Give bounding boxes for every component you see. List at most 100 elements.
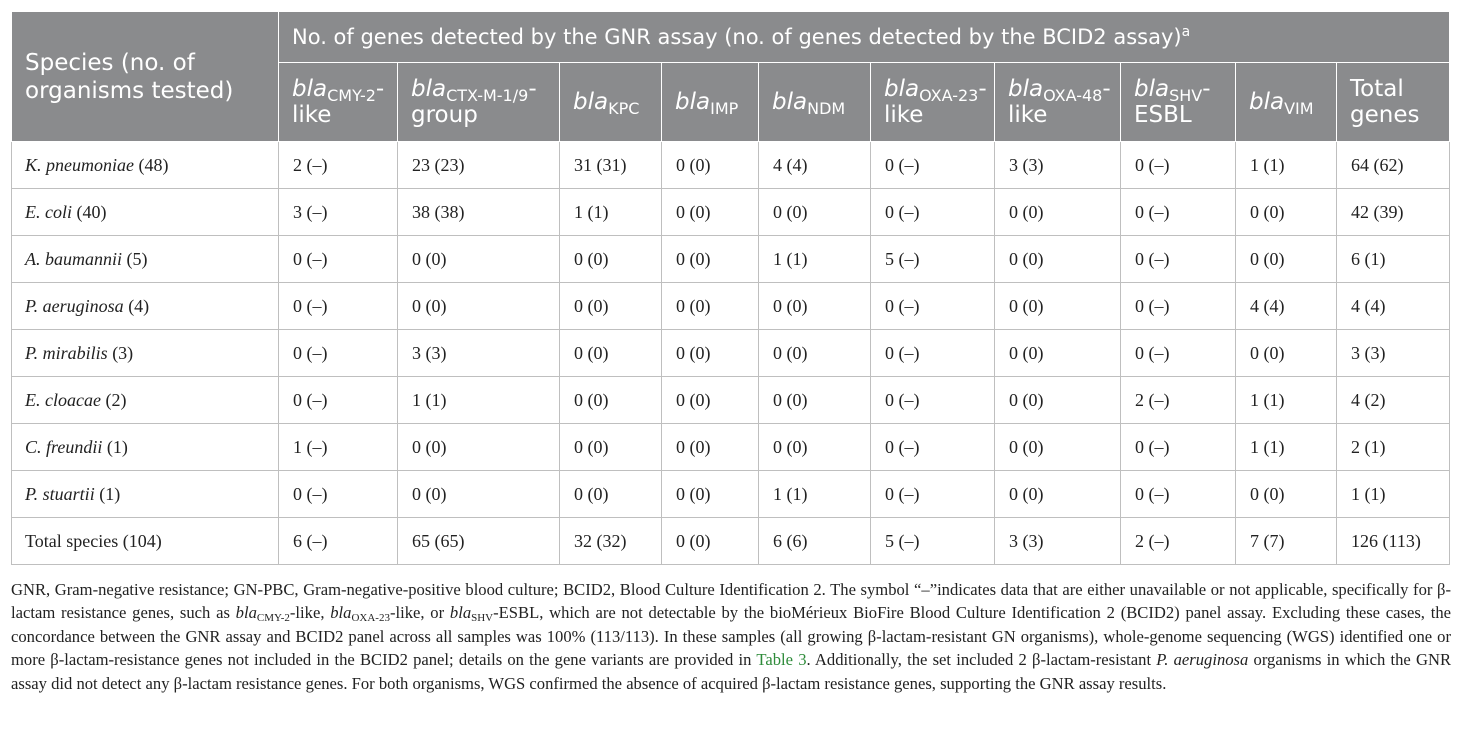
table-cell: 0 (0) bbox=[661, 329, 759, 377]
table-cell: 0 (0) bbox=[661, 141, 759, 189]
table-row-total: Total species (104) 6 (–) 65 (65) 32 (32… bbox=[11, 517, 1451, 565]
table-row: P. mirabilis (3) 0 (–) 3 (3) 0 (0) 0 (0)… bbox=[11, 329, 1451, 377]
table-cell: 0 (–) bbox=[870, 423, 995, 471]
table-cell: 0 (–) bbox=[1120, 235, 1236, 283]
table-cell: 0 (–) bbox=[1120, 329, 1236, 377]
table-cell: 126 (113) bbox=[1335, 517, 1451, 565]
col-header-ndm: blaNDM bbox=[758, 62, 871, 142]
table-cell: 0 (0) bbox=[559, 470, 662, 518]
table-cell: 0 (0) bbox=[559, 376, 662, 424]
table-cell: 0 (0) bbox=[994, 376, 1121, 424]
table-cell: 0 (–) bbox=[1120, 423, 1236, 471]
table-cell: 6 (1) bbox=[1335, 235, 1451, 283]
table-cell: 0 (–) bbox=[278, 282, 398, 330]
table-cell: 38 (38) bbox=[397, 188, 560, 236]
table-cell: 0 (–) bbox=[870, 376, 995, 424]
table-row: P. stuartii (1) 0 (–) 0 (0) 0 (0) 0 (0) … bbox=[11, 470, 1451, 518]
table-row: K. pneumoniae (48) 2 (–) 23 (23) 31 (31)… bbox=[11, 141, 1451, 189]
table-cell: 4 (4) bbox=[758, 141, 871, 189]
col-header-oxa23: blaOXA-23-like bbox=[870, 62, 995, 142]
table-cell: 1 (1) bbox=[758, 470, 871, 518]
table-cell: 0 (0) bbox=[758, 282, 871, 330]
table-cell: 0 (–) bbox=[870, 282, 995, 330]
species-cell: P. stuartii (1) bbox=[11, 470, 279, 518]
table-cell: 0 (0) bbox=[1235, 470, 1337, 518]
table-footnote: GNR, Gram-negative resistance; GN-PBC, G… bbox=[11, 580, 1452, 693]
table-cell: 1 (1) bbox=[1235, 423, 1337, 471]
species-cell: P. aeruginosa (4) bbox=[11, 282, 279, 330]
table-cell: 0 (0) bbox=[559, 329, 662, 377]
table-cell: 0 (–) bbox=[1120, 141, 1236, 189]
table-cell: 4 (2) bbox=[1335, 376, 1451, 424]
table-cell: 0 (0) bbox=[758, 423, 871, 471]
species-cell: C. freundii (1) bbox=[11, 423, 279, 471]
table-cell: 32 (32) bbox=[559, 517, 662, 565]
table-cell: 2 (–) bbox=[1120, 517, 1236, 565]
table-cell: 2 (1) bbox=[1335, 423, 1451, 471]
table-cell: 0 (–) bbox=[870, 329, 995, 377]
table-cell: 5 (–) bbox=[870, 517, 995, 565]
table-cell: 0 (0) bbox=[397, 282, 560, 330]
table-cell: 0 (0) bbox=[758, 376, 871, 424]
table-cell: 0 (0) bbox=[661, 376, 759, 424]
table-cell: 1 (1) bbox=[1335, 470, 1451, 518]
table-cell: 1 (1) bbox=[758, 235, 871, 283]
table-cell: 0 (0) bbox=[559, 235, 662, 283]
table-cell: 3 (3) bbox=[1335, 329, 1451, 377]
table-cell: 0 (0) bbox=[661, 470, 759, 518]
table-cell: 1 (1) bbox=[1235, 141, 1337, 189]
table-container: Species (no. of organisms tested) No. of… bbox=[11, 11, 1451, 565]
group-header: No. of genes detected by the GNR assay (… bbox=[277, 11, 1451, 63]
table-cell: 0 (–) bbox=[1120, 470, 1236, 518]
table-cell: 0 (0) bbox=[559, 282, 662, 330]
gene-detection-table: Species (no. of organisms tested) No. of… bbox=[11, 11, 1451, 565]
table-row: E. coli (40) 3 (–) 38 (38) 1 (1) 0 (0) 0… bbox=[11, 188, 1451, 236]
table-cell: 0 (0) bbox=[994, 188, 1121, 236]
table-cell: 0 (–) bbox=[278, 376, 398, 424]
table-cell: 1 (1) bbox=[1235, 376, 1337, 424]
table-cell: 64 (62) bbox=[1335, 141, 1451, 189]
table-cell: 0 (–) bbox=[278, 235, 398, 283]
col-header-total-genes: Total genes bbox=[1335, 62, 1451, 142]
table-row: P. aeruginosa (4) 0 (–) 0 (0) 0 (0) 0 (0… bbox=[11, 282, 1451, 330]
table-cell: 0 (–) bbox=[1120, 188, 1236, 236]
col-header-vim: blaVIM bbox=[1235, 62, 1337, 142]
table-cell: 1 (1) bbox=[559, 188, 662, 236]
table-cell: 23 (23) bbox=[397, 141, 560, 189]
species-cell: K. pneumoniae (48) bbox=[11, 141, 279, 189]
table-row: C. freundii (1) 1 (–) 0 (0) 0 (0) 0 (0) … bbox=[11, 423, 1451, 471]
table-cell: 5 (–) bbox=[870, 235, 995, 283]
table-3-link[interactable]: Table 3 bbox=[756, 650, 807, 670]
table-cell: 0 (0) bbox=[994, 329, 1121, 377]
table-cell: 0 (0) bbox=[559, 423, 662, 471]
table-cell: 3 (3) bbox=[994, 517, 1121, 565]
table-cell: 0 (–) bbox=[870, 141, 995, 189]
col-header-ctxm: blaCTX-M-1/9-group bbox=[397, 62, 560, 142]
table-cell: 4 (4) bbox=[1235, 282, 1337, 330]
table-cell: 0 (0) bbox=[661, 423, 759, 471]
table-cell: 0 (0) bbox=[661, 282, 759, 330]
table-cell: 1 (–) bbox=[278, 423, 398, 471]
species-cell: A. baumannii (5) bbox=[11, 235, 279, 283]
table-cell: 0 (–) bbox=[1120, 282, 1236, 330]
table-cell: 0 (–) bbox=[278, 329, 398, 377]
table-cell: 7 (7) bbox=[1235, 517, 1337, 565]
table-cell: 0 (0) bbox=[994, 470, 1121, 518]
table-cell: 2 (–) bbox=[1120, 376, 1236, 424]
table-cell: 3 (3) bbox=[397, 329, 560, 377]
table-row: A. baumannii (5) 0 (–) 0 (0) 0 (0) 0 (0)… bbox=[11, 235, 1451, 283]
table-cell: 0 (0) bbox=[758, 188, 871, 236]
col-header-kpc: blaKPC bbox=[559, 62, 662, 142]
total-species-cell: Total species (104) bbox=[11, 517, 279, 565]
table-cell: 6 (–) bbox=[278, 517, 398, 565]
table-cell: 2 (–) bbox=[278, 141, 398, 189]
table-cell: 0 (0) bbox=[758, 329, 871, 377]
col-header-oxa48: blaOXA-48-like bbox=[994, 62, 1121, 142]
table-cell: 0 (0) bbox=[994, 235, 1121, 283]
col-header-cmy2: blaCMY-2-like bbox=[278, 62, 398, 142]
table-cell: 0 (–) bbox=[278, 470, 398, 518]
table-cell: 42 (39) bbox=[1335, 188, 1451, 236]
species-cell: E. cloacae (2) bbox=[11, 376, 279, 424]
table-cell: 4 (4) bbox=[1335, 282, 1451, 330]
species-cell: P. mirabilis (3) bbox=[11, 329, 279, 377]
